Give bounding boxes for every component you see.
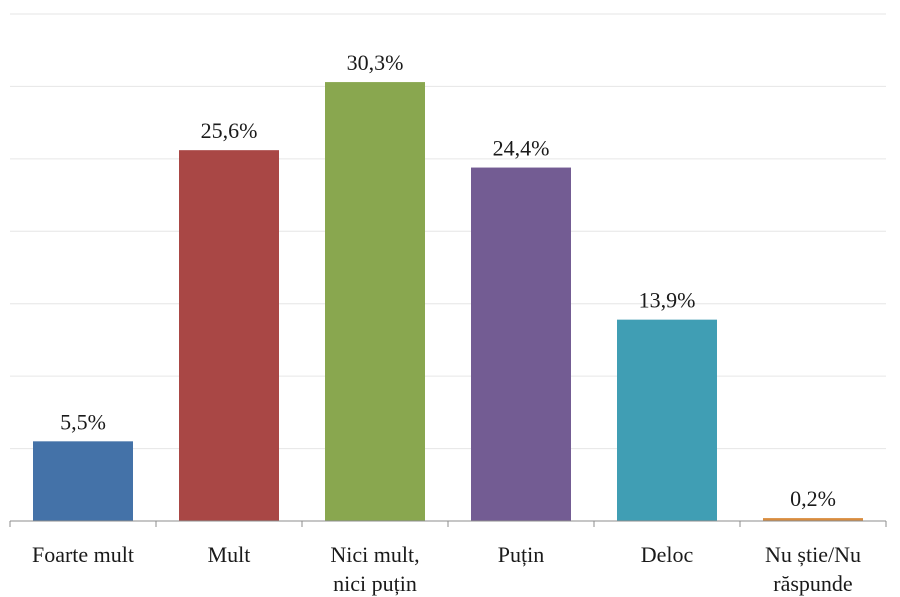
bar bbox=[33, 441, 133, 521]
category-label-line: Nu știe/Nu bbox=[765, 542, 861, 567]
bar bbox=[471, 167, 571, 521]
bar bbox=[325, 82, 425, 521]
data-label: 13,9% bbox=[639, 288, 696, 313]
category-label: Deloc bbox=[641, 542, 694, 567]
category-label-line: Deloc bbox=[641, 542, 694, 567]
data-label: 24,4% bbox=[493, 136, 550, 161]
bar bbox=[179, 150, 279, 521]
category-label-line: Puțin bbox=[498, 542, 544, 567]
category-label: Mult bbox=[208, 542, 251, 567]
category-labels: Foarte mult Mult Nici mult, nici puțin Puțin… bbox=[32, 542, 861, 596]
data-labels: 5,5% 25,6% 30,3% 24,4% 13,9% 0,2% bbox=[60, 50, 836, 511]
category-label-line: răspunde bbox=[773, 571, 852, 596]
bar bbox=[763, 518, 863, 521]
x-axis bbox=[9, 520, 887, 527]
category-label: Foarte mult bbox=[32, 542, 134, 567]
category-label-line: nici puțin bbox=[333, 571, 417, 596]
category-label-line: Foarte mult bbox=[32, 542, 134, 567]
bars bbox=[33, 82, 863, 521]
data-label: 30,3% bbox=[347, 50, 404, 75]
category-label: Nici mult, nici puțin bbox=[330, 542, 419, 596]
data-label: 25,6% bbox=[201, 118, 258, 143]
category-label: Puțin bbox=[498, 542, 544, 567]
category-label-line: Nici mult, bbox=[330, 542, 419, 567]
data-label: 0,2% bbox=[790, 486, 836, 511]
data-label: 5,5% bbox=[60, 409, 106, 434]
bar bbox=[617, 319, 717, 521]
gridlines bbox=[10, 13, 886, 450]
category-label-line: Mult bbox=[208, 542, 251, 567]
category-label: Nu știe/Nu răspunde bbox=[765, 542, 861, 596]
